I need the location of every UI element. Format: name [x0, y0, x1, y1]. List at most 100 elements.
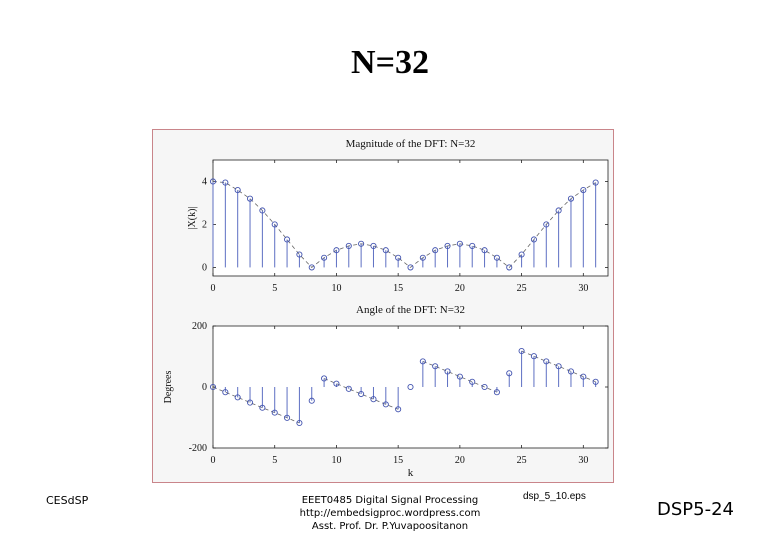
- plot-area-1: [212, 159, 609, 277]
- stem-marker: [469, 242, 476, 249]
- y-axis-label: Degrees: [163, 371, 174, 404]
- slide-title: N=32: [351, 44, 429, 81]
- x-axis-label: k: [408, 467, 414, 479]
- envelope-line: [212, 181, 596, 268]
- y-tick-label: 0: [202, 262, 207, 273]
- x-tick-label: 30: [578, 283, 588, 294]
- footer-org: CESdSP: [46, 494, 89, 507]
- stem-marker: [567, 368, 575, 375]
- x-tick-label: 20: [455, 283, 465, 294]
- stem-marker: [209, 178, 217, 185]
- y-axis-label: |X(k)|: [187, 207, 198, 230]
- stem-marker: [345, 242, 352, 249]
- x-tick-label: 10: [331, 455, 341, 466]
- stem-marker: [284, 414, 291, 421]
- footer-url: http://embedsigproc.wordpress.com: [299, 508, 481, 519]
- stem-marker: [296, 251, 303, 258]
- stem-marker: [506, 264, 513, 271]
- stem-marker: [209, 383, 217, 391]
- stem-marker: [592, 179, 599, 186]
- stem-marker: [370, 396, 377, 403]
- stem-marker: [333, 247, 340, 254]
- stem-marker: [234, 187, 241, 194]
- stem-marker: [358, 240, 365, 247]
- stem-marker: [345, 385, 352, 392]
- stem-marker: [456, 373, 463, 380]
- stem-marker: [222, 179, 229, 186]
- envelope-line: [422, 361, 498, 393]
- stem-marker: [481, 383, 488, 391]
- x-tick-label: 5: [272, 283, 277, 294]
- stem-marker: [493, 389, 500, 396]
- stem-marker: [271, 221, 278, 228]
- stem-marker: [530, 353, 537, 360]
- y-tick-label: -200: [189, 443, 207, 454]
- stem-marker: [296, 419, 303, 427]
- stem-marker: [432, 247, 439, 254]
- x-tick-label: 20: [455, 455, 465, 466]
- y-tick-label: 0: [202, 382, 207, 393]
- figure-frame: Magnitude of the DFT: N=32 0 5 10 15 20 25 30 0 2…: [152, 129, 614, 483]
- x-tick-label: 30: [578, 455, 588, 466]
- stem-marker: [432, 363, 439, 370]
- stem-marker: [234, 394, 241, 401]
- footer-author: Asst. Prof. Dr. P.Yuvapoositanon: [311, 521, 469, 532]
- stem-marker: [259, 404, 266, 411]
- stem-marker: [419, 358, 426, 365]
- stem-marker: [419, 254, 426, 261]
- stem-marker: [592, 378, 599, 385]
- x-tick-label: 15: [393, 283, 403, 294]
- stem-marker: [580, 187, 587, 194]
- stem-marker: [370, 242, 377, 249]
- stem-marker: [518, 251, 525, 258]
- stem-marker: [444, 368, 451, 375]
- stem-marker: [518, 347, 525, 355]
- y-tick-label: 200: [192, 321, 207, 332]
- stem-marker: [333, 380, 340, 387]
- stem-marker: [444, 242, 451, 249]
- stem-marker: [246, 399, 254, 406]
- stem-marker: [321, 375, 328, 382]
- stem-marker: [382, 247, 389, 254]
- stem-marker: [506, 370, 513, 377]
- x-tick-label: 25: [517, 455, 527, 466]
- stem-marker: [222, 389, 229, 396]
- stem-marker: [321, 254, 328, 261]
- x-tick-label: 5: [272, 455, 277, 466]
- stem-marker: [456, 240, 463, 247]
- y-tick-label: 2: [202, 219, 207, 230]
- stem-marker: [555, 207, 562, 214]
- stem-marker: [555, 363, 562, 370]
- stem-marker: [395, 254, 402, 261]
- stem-marker: [481, 247, 488, 254]
- footer-filename: dsp_5_10.eps: [523, 491, 586, 502]
- stem-marker: [580, 373, 587, 380]
- footer-course-info: EEET0485 Digital Signal Processing http:…: [290, 494, 490, 533]
- stem-marker: [469, 378, 476, 385]
- stem-marker: [407, 264, 414, 271]
- stem-marker: [382, 401, 389, 408]
- y-tick-label: 4: [202, 176, 207, 187]
- x-tick-label: 10: [331, 283, 341, 294]
- plot-area-2: [212, 325, 609, 449]
- stem-marker: [358, 390, 365, 398]
- stem-marker: [530, 236, 537, 243]
- stem-marker: [493, 254, 500, 261]
- stem-marker: [308, 264, 315, 271]
- footer-page-number: DSP5-24: [657, 499, 734, 520]
- stem-marker: [407, 383, 414, 391]
- x-tick-label: 0: [211, 455, 216, 466]
- footer-course: EEET0485 Digital Signal Processing: [301, 495, 479, 506]
- stem-marker: [284, 236, 291, 243]
- dft-figure: Magnitude of the DFT: N=320 5 10 15 20 25 3002…: [163, 138, 609, 479]
- stem-marker: [308, 397, 315, 404]
- stem-marker: [271, 409, 278, 416]
- plot-title-1: Magnitude of the DFT: N=32: [346, 138, 476, 150]
- stem-marker: [543, 358, 550, 365]
- stem-marker: [567, 195, 575, 202]
- stem-marker: [543, 221, 550, 228]
- stem-marker: [246, 195, 254, 202]
- x-tick-label: 25: [517, 283, 527, 294]
- plot-title-2: Angle of the DFT: N=32: [356, 304, 465, 316]
- stem-marker: [395, 406, 402, 413]
